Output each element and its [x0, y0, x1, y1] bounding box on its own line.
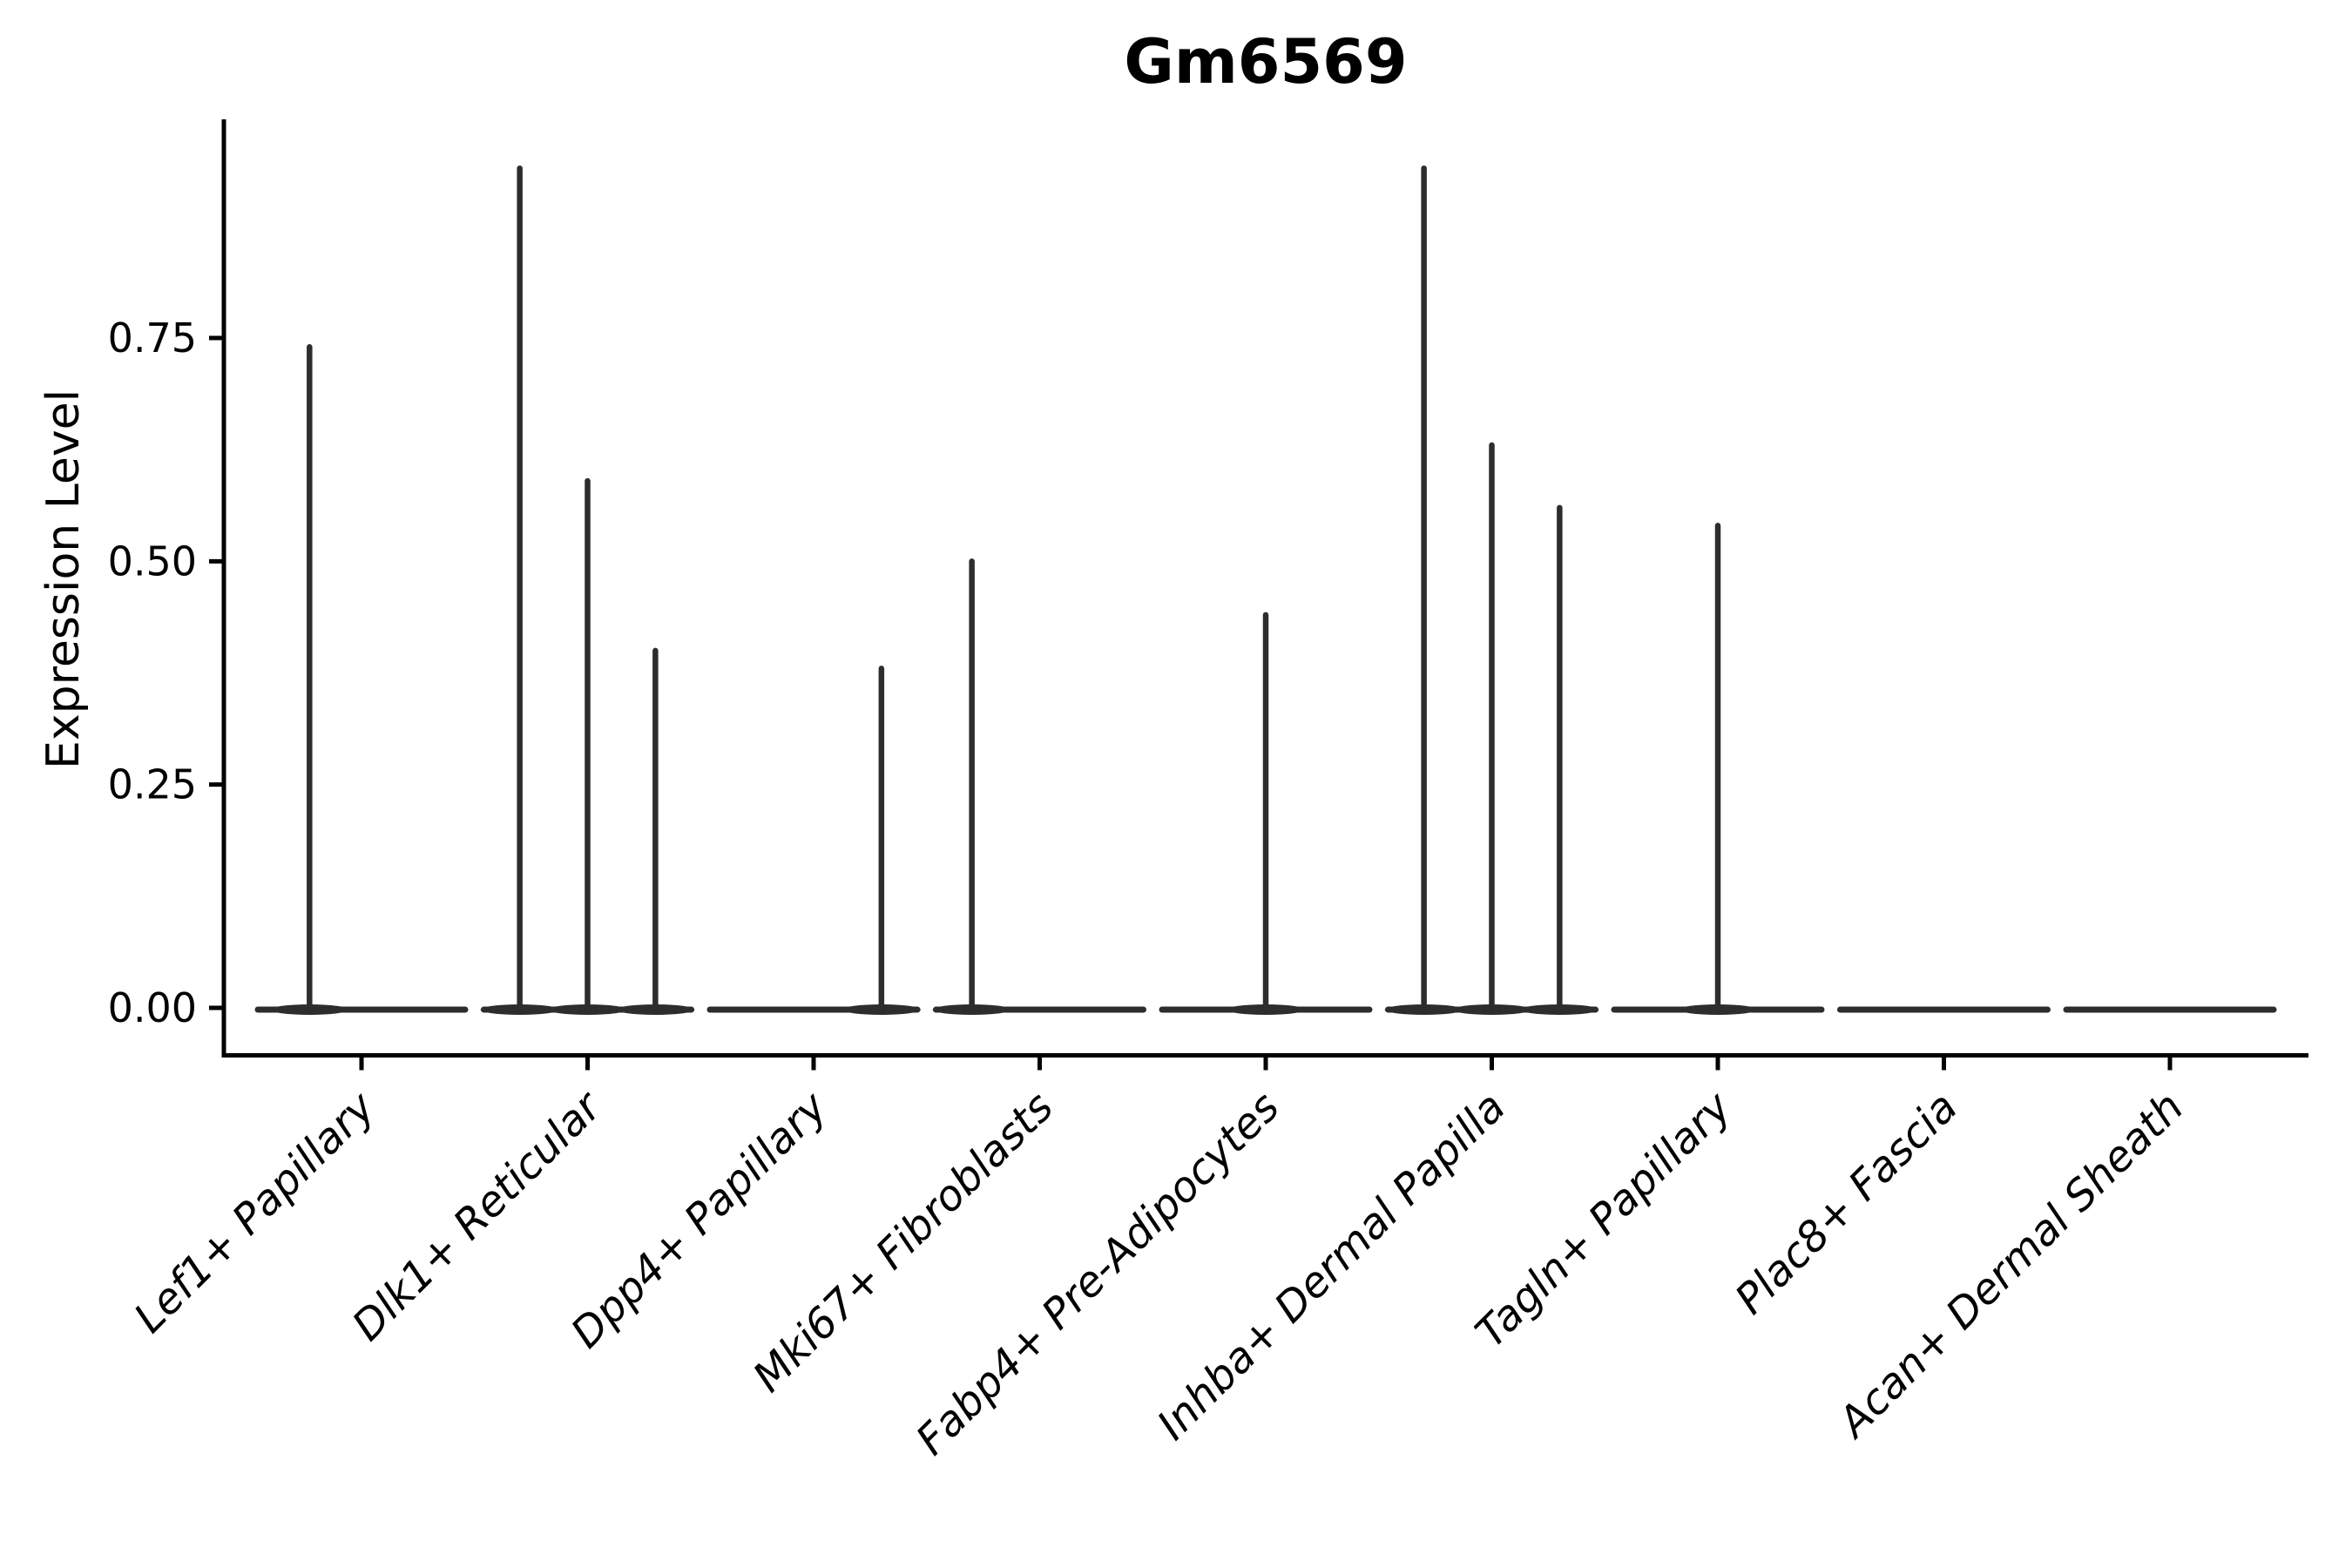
y-tick-label: 0.00	[108, 984, 197, 1031]
x-tick-label: Dlk1+ Reticular	[343, 1081, 613, 1351]
violin-category	[1384, 165, 1599, 1015]
violin-category	[932, 558, 1146, 1015]
violin-category	[1159, 612, 1373, 1015]
y-tick-label: 0.25	[108, 761, 197, 808]
y-axis-ticks: 0.00 0.25 0.50 0.75	[108, 314, 224, 1031]
violin-category	[706, 666, 921, 1015]
violins	[254, 165, 2277, 1015]
violin-category	[1611, 523, 1825, 1015]
x-tick-label: Fabp4+ Pre-Adipocytes	[907, 1083, 1289, 1465]
y-axis-title: Expression Level	[37, 389, 90, 769]
y-tick-label: 0.75	[108, 314, 197, 362]
violin-category	[254, 344, 469, 1015]
x-tick-label: Lef1+ Papillary	[125, 1082, 385, 1342]
plot-title: Gm6569	[1124, 26, 1407, 98]
violin-category	[480, 165, 695, 1015]
y-tick-label: 0.50	[108, 537, 197, 585]
x-tick-label: Plac8+ Fascia	[1726, 1083, 1967, 1324]
